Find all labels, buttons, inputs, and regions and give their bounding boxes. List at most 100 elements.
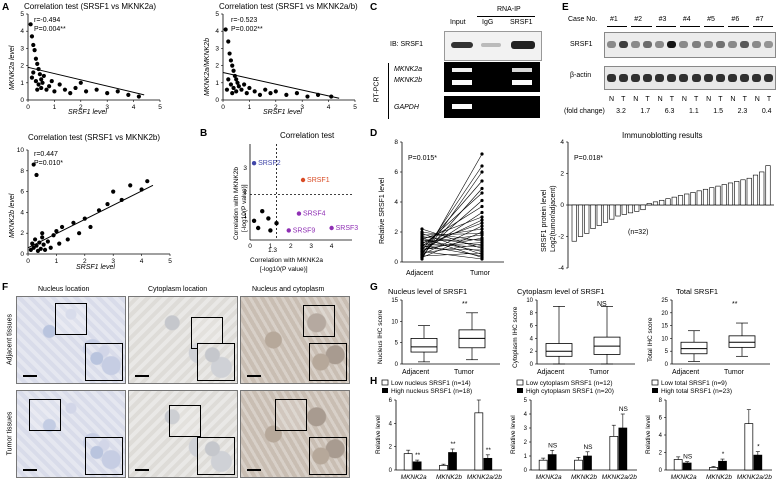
y-tick-label: 2 bbox=[524, 440, 528, 446]
y-tick-label: 10 bbox=[526, 298, 533, 304]
significance: ** bbox=[732, 301, 738, 308]
tumor-point bbox=[480, 210, 484, 215]
region-box bbox=[55, 303, 87, 335]
x-tick-label: 2 bbox=[289, 243, 293, 250]
fold-change-value: 1.7 bbox=[640, 108, 651, 115]
panel-letter-a: A bbox=[2, 2, 10, 13]
x-axis-label: SRSF1 level bbox=[76, 264, 115, 271]
bar bbox=[602, 204, 609, 223]
plot-area: 0 5 10 15 bbox=[391, 298, 500, 368]
data-point bbox=[251, 161, 257, 166]
col-title-cytoplasm: Cytoplasm location bbox=[148, 286, 208, 293]
significance: ** bbox=[415, 452, 421, 459]
tumor-point bbox=[480, 221, 484, 225]
x-label-adjacent: Adjacent bbox=[406, 270, 433, 277]
pair-line bbox=[421, 231, 483, 242]
plot-title: Correlation test bbox=[280, 131, 335, 140]
data-point bbox=[251, 218, 257, 223]
y-tick-label: -4 bbox=[558, 265, 564, 272]
bar bbox=[721, 184, 727, 206]
panel-letter-g: G bbox=[370, 282, 378, 293]
actin-band bbox=[752, 74, 762, 82]
panel-letter-f: F bbox=[2, 282, 9, 293]
point-label: SRSF4 bbox=[303, 211, 326, 218]
y-tick-label: 4 bbox=[659, 433, 663, 439]
data-point bbox=[284, 92, 289, 97]
data-point bbox=[31, 42, 36, 48]
bar-high bbox=[618, 427, 628, 471]
y-tick-label: 8 bbox=[530, 311, 534, 317]
y-tick-label: 15 bbox=[661, 324, 668, 330]
normal-label: N bbox=[657, 96, 663, 103]
y-tick-label: 6 bbox=[389, 398, 393, 404]
y-tick-label: 0 bbox=[530, 362, 534, 368]
scatter-plot-a3: Correlation test (SRSF1 vs MKNK2b) r=0.4… bbox=[9, 133, 172, 271]
srsf1-band bbox=[715, 41, 725, 48]
fold-values: 3.2 1.7 6.3 1.1 1.5 2.3 0.4 bbox=[606, 108, 776, 118]
regression-line bbox=[27, 66, 145, 96]
x-label-tumor: Tumor bbox=[470, 270, 491, 277]
y-tick-label: 0 bbox=[524, 468, 528, 474]
adjacent-point bbox=[420, 227, 424, 231]
pair-line bbox=[421, 252, 483, 257]
significance: ** bbox=[486, 447, 492, 454]
data-point bbox=[145, 179, 150, 184]
fold-change-value: 1.1 bbox=[689, 108, 699, 115]
x-tick-label: 3 bbox=[309, 243, 313, 250]
bar bbox=[690, 192, 696, 206]
category-label: MKNK2a/2b bbox=[602, 474, 637, 481]
category-label: MKNK2a/2b bbox=[467, 474, 502, 481]
pair-line bbox=[421, 237, 483, 258]
plot-area: 0 1 2 3 4 5 MKNK2a NS MKNK2b NS MKNK2a/2b NS bbox=[524, 398, 638, 481]
data-point bbox=[32, 48, 37, 53]
rna-ip-bracket bbox=[477, 16, 535, 17]
box bbox=[545, 343, 573, 357]
data-point bbox=[234, 77, 239, 82]
mknk2a-label: MKNK2a bbox=[394, 66, 423, 73]
significance: * bbox=[722, 451, 725, 458]
y-axis-label-1: Correlation with MKNK2b bbox=[233, 167, 240, 240]
case-numbers: #1 #2 #3 #4 #5 #6 #7 bbox=[606, 16, 776, 27]
y-tick-label: 0 bbox=[665, 362, 669, 368]
legend-high: High nucleus SRSF1 (n=18) bbox=[391, 388, 472, 395]
data-point bbox=[35, 87, 40, 92]
r-value: r=-0.494 bbox=[34, 17, 60, 24]
y-tick-label: 2 bbox=[530, 349, 534, 355]
data-point bbox=[252, 89, 257, 94]
y-tick-label: 2 bbox=[20, 63, 24, 70]
data-point bbox=[286, 228, 291, 233]
x-tick-label: 2 bbox=[83, 258, 87, 265]
pair-line bbox=[421, 171, 483, 258]
plot-title: Correlation test (SRSF1 vs MKNK2a) bbox=[24, 2, 156, 11]
scatter-plot-a1: Correlation test (SRSF1 vs MKNK2a) r=-0.… bbox=[9, 2, 162, 116]
r-value: r=0.447 bbox=[34, 151, 58, 158]
boxplot-g3: Total SRSF1 Total IHC score Adjacent Tum… bbox=[647, 287, 770, 376]
agarose-gel-gapdh bbox=[444, 96, 540, 118]
y-tick-label: 3 bbox=[20, 45, 24, 52]
zoom-inset bbox=[309, 343, 347, 381]
x-tick-label: 3 bbox=[105, 104, 109, 111]
correlation-scatter-b: Correlation test Correlation with MKNK2b… bbox=[233, 131, 359, 273]
x-tick-label: 0 bbox=[248, 243, 252, 250]
srsf1-band bbox=[679, 41, 689, 48]
y-tick-label: 2 bbox=[20, 230, 24, 237]
ib-srsf1-label: IB: SRSF1 bbox=[390, 41, 424, 48]
panel-letter-h: H bbox=[370, 376, 378, 387]
normal-label: N bbox=[754, 96, 760, 103]
bar bbox=[671, 196, 677, 206]
y-tick-label: 0 bbox=[395, 362, 399, 368]
y-tick-label: 5 bbox=[20, 11, 24, 18]
data-point bbox=[94, 87, 99, 92]
data-point bbox=[268, 91, 273, 96]
tumor-label: T bbox=[621, 96, 626, 103]
adjacent-point bbox=[420, 243, 424, 248]
data-point bbox=[126, 92, 131, 97]
scatter-plot-a2: Correlation test (SRSF1 vs MKNK2a/b) r=-… bbox=[204, 2, 358, 116]
y-tick-label: 2 bbox=[243, 189, 247, 196]
data-point bbox=[49, 78, 54, 84]
point-label: SRSF3 bbox=[336, 225, 359, 232]
data-point bbox=[57, 241, 62, 246]
bar bbox=[596, 204, 602, 226]
